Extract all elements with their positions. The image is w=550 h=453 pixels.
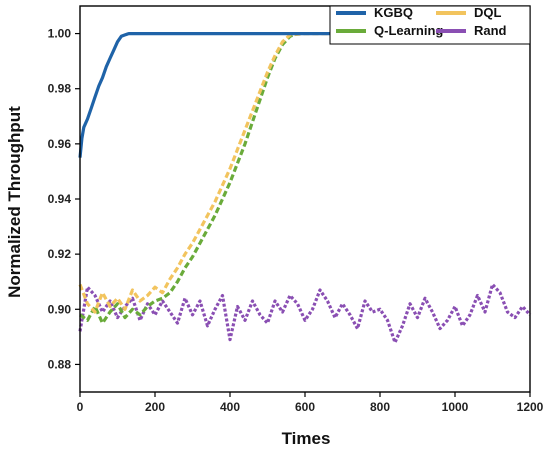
x-tick-label: 0 <box>77 400 84 414</box>
legend-label: KGBQ <box>374 5 413 20</box>
legend-label: Rand <box>474 23 507 38</box>
x-tick-label: 400 <box>220 400 240 414</box>
series-line-q-learning <box>79 32 299 325</box>
y-tick-label: 0.92 <box>48 247 72 261</box>
y-tick-label: 0.96 <box>48 137 72 151</box>
y-tick-label: 1.00 <box>48 27 72 41</box>
y-axis-title: Normalized Throughput <box>5 106 24 298</box>
y-tick-label: 0.94 <box>48 192 72 206</box>
y-tick-label: 0.88 <box>48 357 72 371</box>
legend-label: Q-Learning <box>374 23 443 38</box>
y-tick-label: 0.90 <box>48 302 72 316</box>
legend: KGBQ DQL Q-Learning Rand <box>329 5 531 45</box>
x-tick-label: 200 <box>145 400 165 414</box>
x-tick-label: 600 <box>295 400 315 414</box>
x-tick-label: 1200 <box>517 400 544 414</box>
series-line-dql <box>78 32 530 314</box>
series-line-rand <box>78 282 532 344</box>
legend-label: DQL <box>474 5 502 20</box>
x-axis-title: Times <box>282 429 331 448</box>
x-tick-label: 1000 <box>442 400 469 414</box>
axes-layer: 0 200 400 600 800 1000 1200 0.88 0.90 0.92 0.94 0.9… <box>48 5 544 414</box>
y-tick-label: 0.98 <box>48 82 72 96</box>
x-tick-label: 800 <box>370 400 390 414</box>
